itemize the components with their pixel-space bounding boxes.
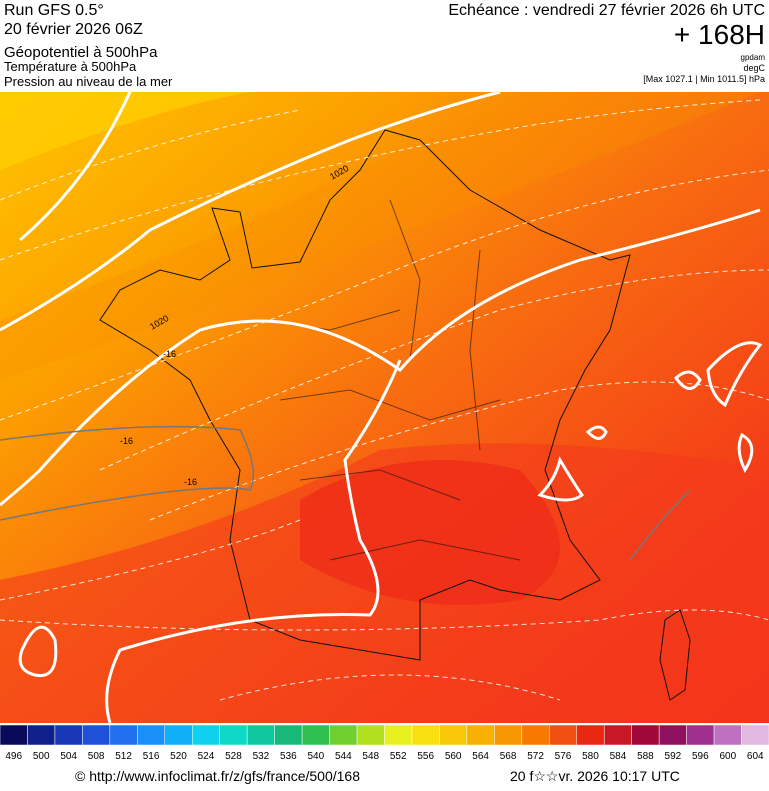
- color-cell: [219, 724, 248, 746]
- isohypse: [585, 341, 763, 474]
- colorbar-label: 516: [143, 751, 160, 762]
- colorbar-label: 600: [719, 751, 736, 762]
- colorbar-label: 596: [692, 751, 709, 762]
- color-cell: [301, 724, 330, 746]
- color-cell: [549, 724, 577, 746]
- field: Température à 500hPa: [4, 59, 137, 74]
- colorbar: 496 500 504 508 512 516 520 524 528 532 536 540 544 5…: [0, 724, 769, 762]
- colorbar-label: 552: [390, 751, 407, 762]
- footer-time: 20 f☆☆vr. 2026 10:17 UTC: [510, 768, 680, 784]
- isohypse: [18, 625, 58, 678]
- colorbar-label: 540: [307, 751, 324, 762]
- colorbar-label: 584: [610, 751, 627, 762]
- colorbar-label: 524: [198, 751, 215, 762]
- colorbar-label: 580: [582, 751, 599, 762]
- isohypse: [0, 90, 501, 332]
- color-cell: [603, 724, 632, 746]
- color-cell: [137, 724, 166, 746]
- color-cell: [576, 724, 605, 746]
- contour-label: -16: [120, 436, 133, 446]
- colorbar-label: 560: [445, 751, 462, 762]
- colorbar-label: 528: [225, 751, 242, 762]
- field: Pression au niveau de la mer: [4, 74, 173, 89]
- colorbar-label: 512: [115, 751, 132, 762]
- colorbar-label: 532: [253, 751, 270, 762]
- color-cell: [274, 724, 303, 746]
- color-cell: [686, 724, 715, 746]
- color-cell: [713, 724, 742, 746]
- color-cell: [658, 724, 687, 746]
- colorbar-label: 564: [472, 751, 489, 762]
- valid-time: Echéance : vendredi 27 février 2026 6h U…: [448, 2, 765, 19]
- lead-time: + 168H: [674, 19, 765, 50]
- unit: [Max 1027.1 | Min 1011.5] hPa: [643, 74, 765, 84]
- field: Géopotentiel à 500hPa: [4, 44, 158, 61]
- color-cell: [192, 724, 220, 746]
- colorbar-label: 588: [637, 751, 654, 762]
- color-cell: [246, 724, 275, 746]
- colorbar-label: 508: [88, 751, 105, 762]
- color-cell: [411, 724, 440, 746]
- color-cell: [82, 724, 111, 746]
- isohypse: [537, 456, 585, 502]
- field-band: [300, 460, 560, 605]
- unit: gpdam: [741, 53, 766, 62]
- field-band: [0, 92, 760, 380]
- colorbar-label: 500: [33, 751, 50, 762]
- colorbar-label: 496: [5, 751, 22, 762]
- color-cell: [439, 724, 468, 746]
- isohypse: [19, 91, 132, 242]
- color-cell: [466, 724, 495, 746]
- unit: degC: [743, 63, 765, 73]
- isohypse: [105, 359, 402, 724]
- colorbar-label: 576: [555, 751, 572, 762]
- isobar: [0, 425, 691, 561]
- field-band: [0, 92, 250, 170]
- color-cell: [494, 724, 523, 746]
- colorbar-label: 520: [170, 751, 187, 762]
- colorbar-label: 568: [500, 751, 517, 762]
- colorbar-label: 556: [417, 751, 434, 762]
- color-cell: [54, 724, 83, 746]
- footer-url: © http://www.infoclimat.fr/z/gfs/france/…: [75, 768, 360, 784]
- colorbar-label: 592: [665, 751, 682, 762]
- color-cell: [384, 724, 413, 746]
- color-cell: [27, 724, 56, 746]
- color-cell: [329, 724, 358, 746]
- colorbar-label: 548: [362, 751, 379, 762]
- color-cell: [0, 724, 28, 746]
- color-cell: [521, 724, 550, 746]
- contour-label: -16: [163, 349, 176, 359]
- contour-label: -16: [184, 477, 197, 487]
- colorbar-label: 544: [335, 751, 352, 762]
- color-cell: [356, 724, 385, 746]
- isohypse: [0, 208, 761, 507]
- corsica-outline: [659, 609, 691, 701]
- isotherm: [0, 99, 769, 701]
- color-cell: [631, 724, 660, 746]
- color-cell: [109, 724, 138, 746]
- run: Run GFS 0.5°: [4, 2, 104, 19]
- colorbar-label: 572: [527, 751, 544, 762]
- map: [0, 90, 769, 724]
- color-cell: [741, 724, 769, 746]
- colorbar-label: 504: [60, 751, 77, 762]
- colorbar-label: 604: [747, 751, 764, 762]
- colorbar-label: 536: [280, 751, 297, 762]
- run-date: 20 février 2026 06Z: [4, 21, 143, 38]
- color-cell: [164, 724, 193, 746]
- region-borders: [259, 199, 521, 561]
- france-outline: [99, 129, 631, 661]
